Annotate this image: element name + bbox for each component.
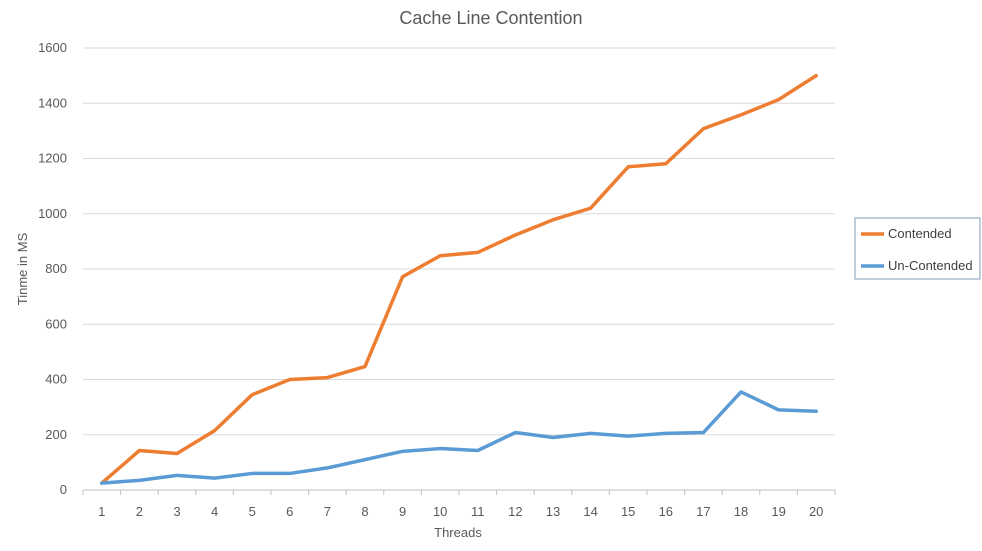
data-point <box>401 275 405 279</box>
data-point <box>626 434 630 438</box>
y-tick-label: 200 <box>45 427 67 442</box>
data-point <box>814 409 818 413</box>
y-tick-label: 1400 <box>38 95 67 110</box>
data-point <box>137 478 141 482</box>
data-point <box>438 254 442 258</box>
data-point <box>438 447 442 451</box>
x-tick-label: 2 <box>136 504 143 519</box>
data-point <box>476 250 480 254</box>
x-axis: 1 2 3 4 5 6 7 8 9 10 11 12 13 14 15 16 17 18 19 20 <box>82 489 836 519</box>
y-tick-label: 0 <box>60 482 67 497</box>
data-point <box>777 408 781 412</box>
x-tick-label: 9 <box>399 504 406 519</box>
data-point <box>589 206 593 210</box>
data-point <box>213 429 217 433</box>
x-tick-label: 8 <box>361 504 368 519</box>
data-point <box>589 431 593 435</box>
series-points <box>100 390 818 485</box>
x-tick-label: 16 <box>659 504 673 519</box>
x-tick-label: 11 <box>471 504 485 519</box>
legend-label: Un-Contended <box>888 258 973 273</box>
x-tick-label: 12 <box>508 504 522 519</box>
legend: Contended Un-Contended <box>854 217 981 280</box>
data-point <box>814 74 818 78</box>
data-point <box>175 473 179 477</box>
y-axis-title: Tinme in MS <box>15 232 30 305</box>
x-tick-label: 17 <box>696 504 710 519</box>
y-tick-label: 1200 <box>38 151 67 166</box>
y-tick-label: 1600 <box>38 40 67 55</box>
y-tick-label: 400 <box>45 372 67 387</box>
legend-box <box>854 217 981 280</box>
x-tick-label: 15 <box>621 504 635 519</box>
y-tick-label: 600 <box>45 316 67 331</box>
data-point <box>551 436 555 440</box>
data-point <box>288 471 292 475</box>
series-line-un-contended <box>100 390 818 485</box>
data-point <box>739 390 743 394</box>
x-tick-label: 3 <box>173 504 180 519</box>
chart-title: Cache Line Contention <box>399 8 582 28</box>
x-tick-label: 7 <box>324 504 331 519</box>
y-axis: 0 200 400 600 800 1000 1200 1400 1600 <box>38 40 67 497</box>
data-point <box>476 448 480 452</box>
data-point <box>739 113 743 117</box>
plot-area <box>100 73 818 485</box>
data-point <box>213 476 217 480</box>
data-point <box>325 466 329 470</box>
y-tick-label: 800 <box>45 261 67 276</box>
data-point <box>777 98 781 102</box>
data-point <box>175 452 179 456</box>
data-point <box>250 471 254 475</box>
y-tick-label: 1000 <box>38 206 67 221</box>
gridlines <box>83 47 835 436</box>
data-point <box>701 431 705 435</box>
data-point <box>513 233 517 237</box>
x-tick-label: 1 <box>98 504 105 519</box>
x-tick-label: 4 <box>211 504 218 519</box>
data-point <box>551 218 555 222</box>
series-line-contended <box>100 73 818 485</box>
data-point <box>325 376 329 380</box>
data-point <box>363 365 367 369</box>
x-tick-label: 10 <box>433 504 447 519</box>
x-tick-label: 20 <box>809 504 823 519</box>
data-point <box>513 431 517 435</box>
data-point <box>250 393 254 397</box>
data-point <box>664 431 668 435</box>
x-axis-title: Threads <box>434 525 482 540</box>
x-tick-label: 6 <box>286 504 293 519</box>
x-tick-label: 19 <box>771 504 785 519</box>
data-point <box>288 378 292 381</box>
data-point <box>701 127 705 131</box>
data-point <box>626 165 630 169</box>
data-point <box>137 448 141 452</box>
x-tick-label: 13 <box>546 504 560 519</box>
legend-label: Contended <box>888 226 952 241</box>
data-point <box>401 449 405 453</box>
data-point <box>100 481 104 485</box>
x-tick-label: 18 <box>734 504 748 519</box>
x-tick-label: 14 <box>583 504 597 519</box>
x-tick-label: 5 <box>249 504 256 519</box>
data-point <box>664 162 668 166</box>
data-point <box>363 458 367 462</box>
